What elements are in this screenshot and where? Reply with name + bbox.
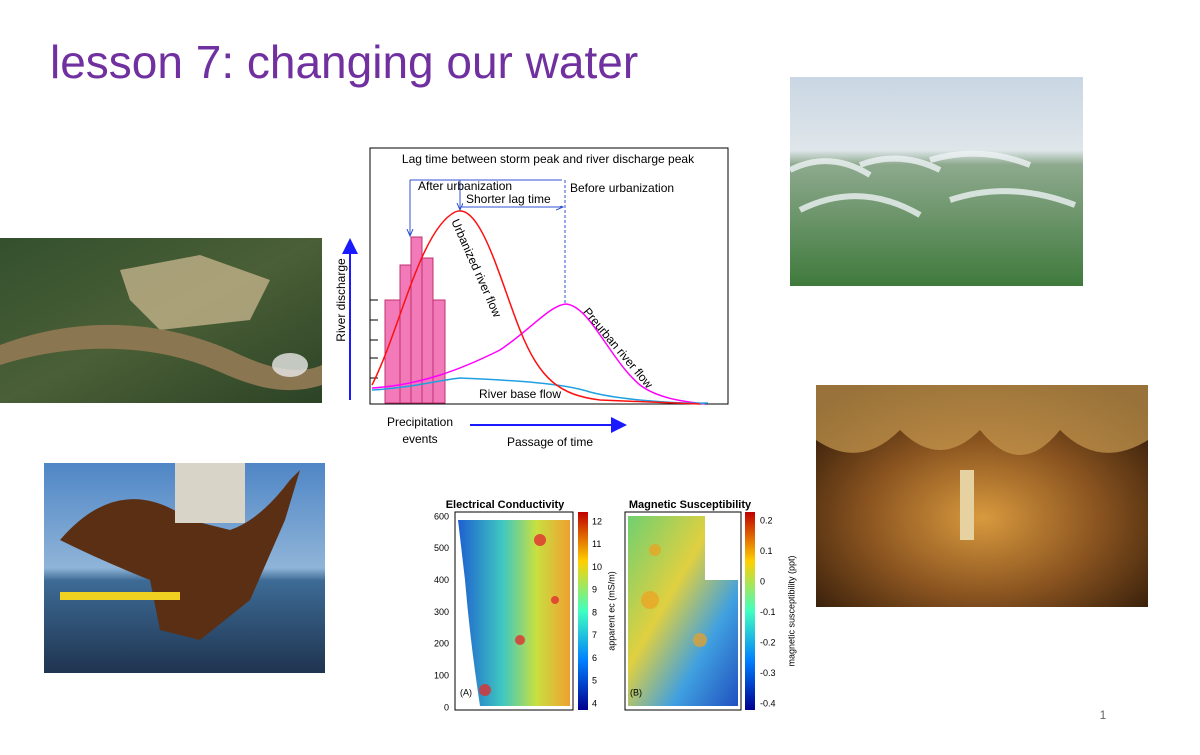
colorbar	[745, 512, 755, 710]
pelican-photo	[44, 463, 325, 673]
y-label: River discharge	[334, 258, 348, 342]
label-after: After urbanization	[418, 179, 512, 193]
tick-label: 5	[592, 676, 597, 686]
tick-label: -0.2	[760, 637, 776, 647]
panel-label: (B)	[630, 687, 642, 697]
map-field	[458, 520, 570, 706]
label-base-flow: River base flow	[479, 387, 561, 401]
tick-label: -0.4	[760, 698, 776, 708]
axis-ticks	[370, 299, 378, 379]
tick-label: 0.1	[760, 546, 773, 556]
tick-label: 0	[760, 576, 765, 586]
urbanized-curve	[371, 210, 701, 405]
base-flow-curve	[371, 377, 709, 404]
map-title: Electrical Conductivity	[446, 499, 565, 511]
tick-label: -0.1	[760, 607, 776, 617]
tick-label: 0	[444, 702, 449, 712]
conductivity-map: Electrical Conductivity (A) apparent ec …	[446, 499, 616, 711]
slide-title: lesson 7: changing our water	[50, 36, 638, 88]
tick-label: 10	[592, 562, 602, 572]
tick-label: 0.2	[760, 515, 773, 525]
tick-label: 200	[434, 639, 449, 649]
susceptibility-map: Magnetic Susceptibility (B) magnetic sus…	[624, 499, 796, 711]
hydrograph: Lag time between storm peak and river di…	[334, 147, 729, 449]
label-lag: Shorter lag time	[466, 192, 551, 206]
precip-label: Precipitation	[387, 415, 453, 429]
satellite-photo	[0, 238, 322, 403]
preurban-curve	[371, 303, 706, 405]
map-blobs	[641, 544, 707, 647]
tick-label: 300	[434, 607, 449, 617]
hydrograph-title: Lag time between storm peak and river di…	[402, 152, 695, 166]
map-title: Magnetic Susceptibility	[629, 499, 752, 511]
tick-label: 4	[592, 698, 597, 708]
x-label: Passage of time	[507, 435, 593, 449]
tick-label: 9	[592, 585, 597, 595]
tick-label: 6	[592, 653, 597, 663]
tick-label: 400	[434, 575, 449, 585]
tick-label: 600	[434, 511, 449, 521]
irrigation-photo	[788, 77, 1083, 286]
colorbar-label: apparent ec (mS/m)	[606, 571, 616, 651]
page-number: 1	[1100, 708, 1107, 722]
lag-label-bg	[463, 193, 561, 206]
cave-photo	[816, 385, 1148, 607]
map-frame	[454, 511, 574, 711]
map-blobs	[479, 534, 559, 696]
tick-label: 12	[592, 516, 602, 526]
colorbar-label: magnetic susceptibility (ppt)	[786, 555, 796, 666]
tick-label: 11	[592, 539, 601, 549]
tick-label: 100	[434, 671, 449, 681]
panel-label: (A)	[460, 687, 472, 697]
tick-label: -0.3	[760, 668, 776, 678]
colorbar	[578, 512, 588, 710]
precip-label: events	[402, 432, 437, 446]
precipitation-bars	[384, 236, 446, 404]
map-frame	[624, 511, 742, 711]
tick-label: 7	[592, 630, 597, 640]
tick-label: 500	[434, 543, 449, 553]
label-before: Before urbanization	[570, 181, 674, 195]
map-field	[628, 516, 738, 706]
tick-label: 8	[592, 607, 597, 617]
